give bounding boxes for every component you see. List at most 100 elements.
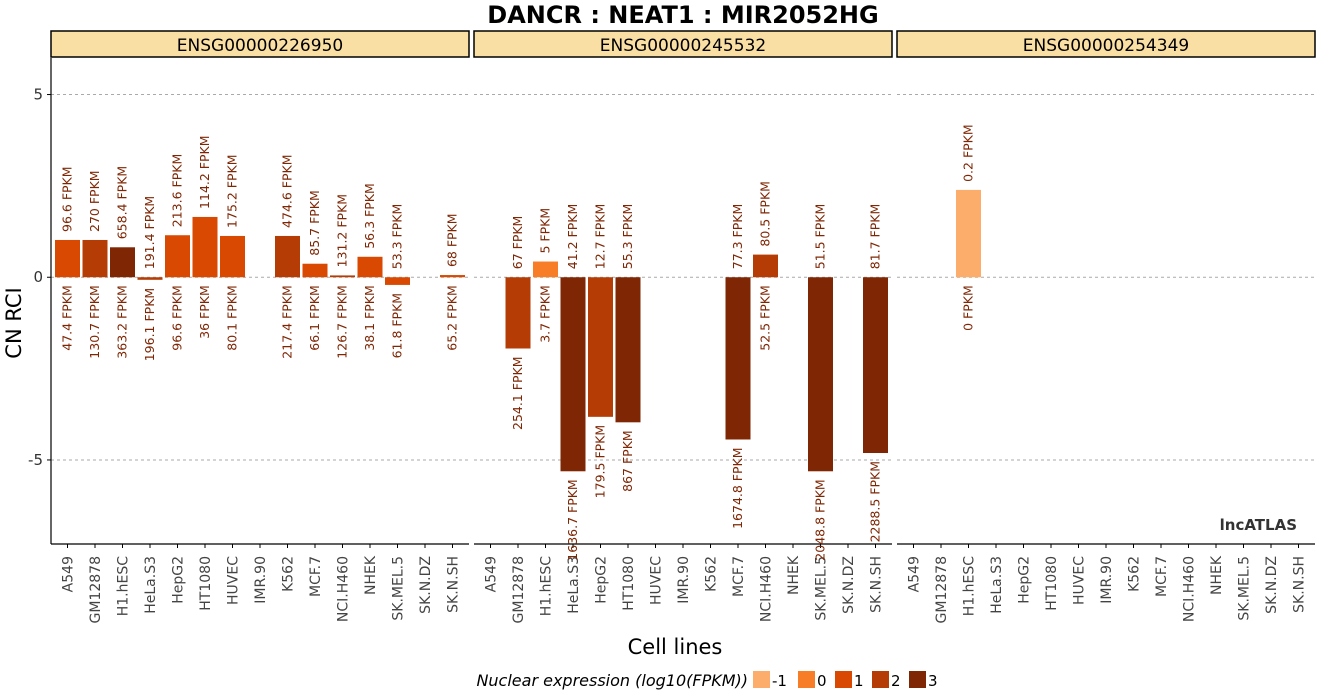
bar-label-nucleus: 1674.8 FPKM bbox=[730, 447, 745, 528]
facet-strip-label: ENSG00000254349 bbox=[1023, 36, 1189, 56]
x-tick-label: HUVEC bbox=[226, 556, 242, 605]
bar bbox=[440, 275, 465, 278]
x-tick-label: NHEK bbox=[363, 555, 379, 595]
bar-label-nucleus: 80.1 FPKM bbox=[225, 285, 240, 351]
x-tick-label: HT1080 bbox=[1044, 556, 1060, 611]
bar-label-cytoplasm: 474.6 FPKM bbox=[280, 154, 295, 227]
legend-items: -1 0 1 2 3 bbox=[753, 671, 938, 690]
bar-label-nucleus: 196.1 FPKM bbox=[142, 288, 157, 361]
facet-strip-label: ENSG00000245532 bbox=[600, 36, 766, 56]
bar bbox=[275, 235, 300, 278]
legend-swatch bbox=[835, 671, 852, 688]
bar-label-nucleus: 179.5 FPKM bbox=[593, 425, 608, 498]
x-tick-label: K562 bbox=[281, 556, 297, 592]
bar-label-cytoplasm: 80.5 FPKM bbox=[758, 181, 773, 247]
x-tick-label: SK.N.SH bbox=[446, 556, 462, 613]
y-tick-label: 5 bbox=[33, 86, 43, 104]
facet-strip bbox=[50, 30, 470, 58]
x-tick-label: SK.MEL.5 bbox=[1237, 556, 1253, 621]
bar-label-nucleus: 52.5 FPKM bbox=[758, 285, 773, 351]
legend-label: 2 bbox=[891, 672, 901, 690]
panels: ENSG00000226950 5 0 -5 A549 96.6 FPKM 47.4 FPK… bbox=[28, 30, 1316, 623]
x-tick-label: SK.N.SH bbox=[1292, 556, 1308, 613]
x-tick-label: MCF.7 bbox=[308, 556, 324, 597]
bar-label-nucleus: 3.7 FPKM bbox=[538, 285, 553, 343]
x-tick-label: K562 bbox=[1127, 556, 1143, 592]
x-tick-label: NCI.H460 bbox=[759, 556, 775, 622]
bar-label-nucleus: 61.8 FPKM bbox=[390, 293, 405, 359]
bar bbox=[863, 277, 888, 454]
bar-label-nucleus: 66.1 FPKM bbox=[307, 285, 322, 351]
bar-label-cytoplasm: 175.2 FPKM bbox=[225, 154, 240, 227]
bar bbox=[302, 263, 328, 278]
bar-label-cytoplasm: 0.2 FPKM bbox=[961, 124, 976, 182]
x-tick-label: A549 bbox=[907, 556, 923, 592]
x-tick-label: HT1080 bbox=[198, 556, 214, 611]
bar-label-nucleus: 65.2 FPKM bbox=[445, 285, 460, 351]
bar-label-nucleus: 363.2 FPKM bbox=[115, 285, 130, 358]
legend-label: -1 bbox=[772, 672, 787, 690]
x-tick-label: HeLa.S3 bbox=[143, 556, 159, 614]
chart-title: DANCR : NEAT1 : MIR2052HG bbox=[487, 1, 878, 29]
x-tick-label: GM12878 bbox=[511, 556, 527, 623]
bar bbox=[110, 247, 135, 278]
bar-label-cytoplasm: 213.6 FPKM bbox=[170, 154, 185, 227]
x-tick-label: K562 bbox=[704, 556, 720, 592]
bar bbox=[55, 239, 80, 278]
bar-label-nucleus: 2288.5 FPKM bbox=[868, 461, 883, 542]
bar-label-nucleus: 1636.7 FPKM bbox=[565, 479, 580, 560]
bar-label-cytoplasm: 56.3 FPKM bbox=[362, 183, 377, 249]
bar bbox=[137, 277, 163, 280]
bar bbox=[533, 261, 558, 278]
legend-swatch bbox=[909, 671, 926, 688]
x-tick-label: HT1080 bbox=[621, 556, 637, 611]
bar-label-nucleus: 126.7 FPKM bbox=[335, 285, 350, 358]
x-tick-label: SK.N.SH bbox=[869, 556, 885, 613]
facet-strip bbox=[896, 30, 1316, 58]
bar-label-nucleus: 217.4 FPKM bbox=[280, 285, 295, 358]
bar-label-nucleus: 47.4 FPKM bbox=[60, 285, 75, 351]
y-axis-label: CN RCI bbox=[2, 287, 26, 358]
x-tick-label: HepG2 bbox=[594, 556, 610, 604]
x-tick-label: IMR.90 bbox=[676, 556, 692, 604]
x-tick-label: SK.MEL.5 bbox=[391, 556, 407, 621]
y-tick-label: 0 bbox=[33, 268, 43, 286]
bar-label-nucleus: 2048.8 FPKM bbox=[813, 479, 828, 560]
x-tick-label: NHEK bbox=[1209, 555, 1225, 595]
bar bbox=[165, 235, 190, 278]
bar bbox=[588, 277, 613, 417]
x-tick-label: H1.hESC bbox=[539, 556, 555, 616]
bar-label-nucleus: 867 FPKM bbox=[620, 430, 635, 492]
facet-strip-label: ENSG00000226950 bbox=[177, 36, 343, 56]
x-tick-label: HUVEC bbox=[649, 556, 665, 605]
bar bbox=[330, 275, 355, 278]
bar-label-cytoplasm: 53.3 FPKM bbox=[390, 204, 405, 270]
x-tick-label: A549 bbox=[484, 556, 500, 592]
x-tick-label: IMR.90 bbox=[253, 556, 269, 604]
bar-label-nucleus: 254.1 FPKM bbox=[510, 357, 525, 430]
bar bbox=[560, 277, 586, 472]
bar-label-nucleus: 0 FPKM bbox=[961, 285, 976, 331]
panel: ENSG00000254349 A549 GM12878 H1.hESC 0.2 FPK… bbox=[896, 30, 1316, 623]
bar-label-nucleus: 130.7 FPKM bbox=[87, 285, 102, 358]
x-tick-label: HeLa.S3 bbox=[566, 556, 582, 614]
bar-label-cytoplasm: 68 FPKM bbox=[445, 213, 460, 267]
bar bbox=[192, 216, 218, 278]
panel: ENSG00000226950 5 0 -5 A549 96.6 FPKM 47.4 FPK… bbox=[28, 30, 470, 623]
bar-label-cytoplasm: 114.2 FPKM bbox=[197, 135, 212, 208]
bar bbox=[956, 189, 981, 278]
x-tick-label: SK.N.DZ bbox=[1264, 556, 1280, 614]
y-tick-label: -5 bbox=[28, 451, 43, 469]
facet-strip bbox=[473, 30, 893, 58]
bar bbox=[357, 256, 383, 278]
bar-label-nucleus: 38.1 FPKM bbox=[362, 285, 377, 351]
x-tick-label: NCI.H460 bbox=[336, 556, 352, 622]
legend-label: 1 bbox=[854, 672, 864, 690]
legend-swatch bbox=[872, 671, 889, 688]
x-tick-label: MCF.7 bbox=[1154, 556, 1170, 597]
bar-label-cytoplasm: 55.3 FPKM bbox=[620, 204, 635, 270]
x-axis-label: Cell lines bbox=[628, 635, 723, 659]
x-tick-label: H1.hESC bbox=[116, 556, 132, 616]
bar-label-cytoplasm: 85.7 FPKM bbox=[307, 190, 322, 256]
